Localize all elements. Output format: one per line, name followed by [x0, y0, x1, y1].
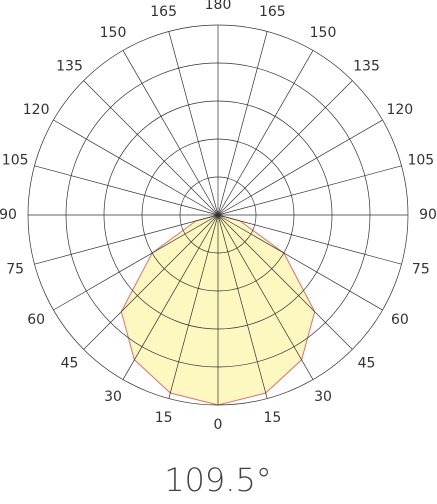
- grid-spoke: [217, 214, 268, 399]
- angle-label: 15: [263, 410, 281, 426]
- grid-spoke: [217, 31, 268, 216]
- angle-label: 75: [6, 261, 24, 277]
- angle-label: 30: [314, 389, 332, 405]
- grid-spoke: [217, 214, 383, 311]
- angle-label: 135: [353, 59, 380, 75]
- angle-label: 90: [0, 207, 17, 223]
- angle-label: 30: [104, 389, 122, 405]
- angle-label: 15: [155, 410, 173, 426]
- angle-label: 105: [2, 153, 29, 169]
- grid-spoke: [122, 50, 219, 216]
- caption: 109.5°: [164, 461, 272, 499]
- angle-label: 120: [23, 102, 50, 118]
- grid-spoke: [217, 214, 402, 265]
- grid-spoke: [83, 214, 219, 350]
- grid-spoke: [217, 80, 353, 216]
- angle-label: 120: [386, 102, 413, 118]
- grid-spoke: [217, 50, 314, 216]
- angle-label: 90: [419, 207, 437, 223]
- grid-spoke: [34, 214, 219, 265]
- angle-label: 180: [205, 0, 232, 13]
- angle-label: 150: [310, 25, 337, 41]
- angle-label: 105: [407, 153, 434, 169]
- angle-label: 45: [358, 355, 376, 371]
- grid-spoke: [217, 214, 314, 380]
- grid-spoke: [53, 214, 219, 311]
- angle-label: 60: [27, 312, 45, 328]
- grid-spoke: [217, 214, 353, 350]
- angle-label: 45: [61, 355, 79, 371]
- angle-label: 60: [391, 312, 409, 328]
- angle-label: 165: [150, 4, 177, 20]
- angle-label: 75: [412, 261, 430, 277]
- grid-spoke: [168, 31, 219, 216]
- grid-spoke: [34, 165, 219, 216]
- grid-spoke: [168, 214, 219, 399]
- angle-label: 150: [100, 25, 127, 41]
- grid-spoke: [217, 165, 402, 216]
- grid-spoke: [217, 119, 383, 216]
- grid-spoke: [53, 119, 219, 216]
- angle-label: 0: [214, 417, 223, 433]
- grid-spoke: [83, 80, 219, 216]
- angle-label: 165: [259, 4, 286, 20]
- grid-spoke: [122, 214, 219, 380]
- angle-label: 135: [56, 59, 83, 75]
